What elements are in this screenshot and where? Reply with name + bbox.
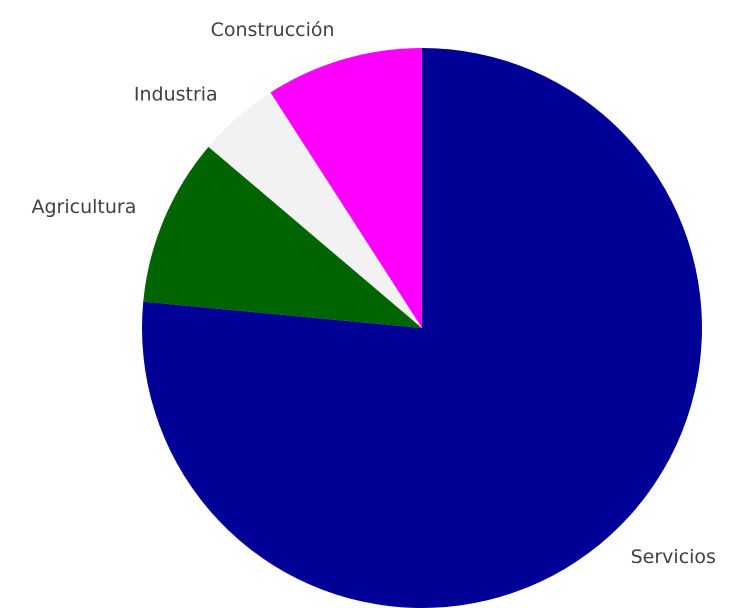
slice-label: Industria bbox=[134, 83, 218, 105]
pie-slice bbox=[143, 146, 422, 328]
pie-slice bbox=[208, 92, 422, 328]
pie-slice bbox=[270, 48, 422, 328]
slice-label: Construcción bbox=[211, 19, 335, 41]
slice-label: Agricultura bbox=[31, 196, 136, 218]
slice-label: Servicios bbox=[631, 546, 716, 568]
